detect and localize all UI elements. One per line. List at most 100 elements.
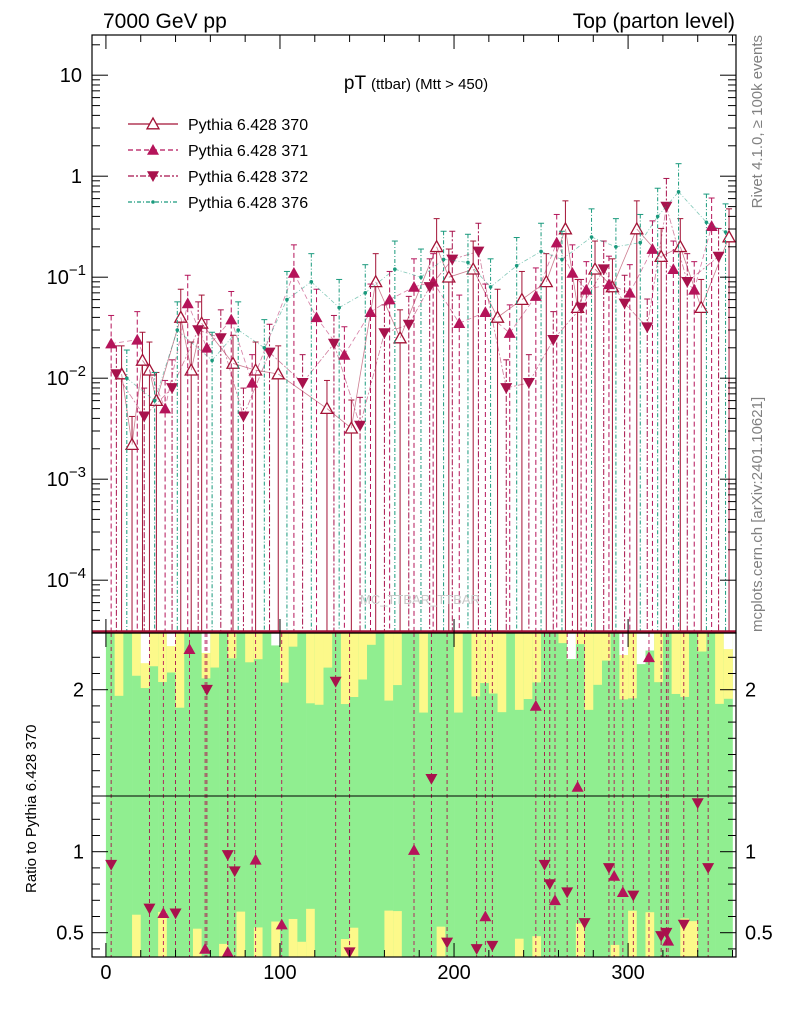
series-segment [540,251,563,260]
series-segment [436,246,450,278]
ratio-band-green [245,633,255,957]
data-point [225,356,241,369]
ratio-band-green [149,633,159,957]
series-segment [612,228,638,288]
side-text-top: Rivet 4.1.0, ≥ 100k events [749,35,766,208]
ratio-band-yellow [680,633,690,697]
ratio-band-green [367,633,377,957]
ratio-band-green [401,633,411,957]
series-segment [603,268,625,304]
ratio-point [425,774,438,785]
ratio-band-green [575,633,585,957]
ratio-band-yellow [628,633,638,699]
series-segment [478,251,507,389]
data-point [721,229,737,243]
ratio-band-green [619,633,629,957]
ratio-point [561,887,574,899]
ratio-point [548,894,561,906]
ratio-band-green [410,633,420,957]
ratio-band-green [375,633,385,957]
ratio-point [608,870,621,881]
ratio-point [529,699,542,711]
ratio-point [662,934,675,946]
ratio-point [702,863,715,874]
ratio-band-green [506,633,516,957]
ratio-band-green [340,633,350,957]
ratio-band-green [427,633,437,957]
ratio-band-gap [140,633,150,664]
series-segment [580,268,605,308]
data-point [587,261,603,275]
ratio-band-green [158,633,168,957]
ratio-band-yellow [523,633,533,700]
ratio-band-yellow [227,633,237,659]
ratio-band-yellow [532,936,542,957]
ratio-band-gap [166,633,176,647]
data-point [705,220,718,231]
ratio-band-yellow [367,633,377,645]
ratio-plot-frame [91,632,737,958]
data-point [646,243,659,254]
ratio-band-yellow [132,633,142,676]
data-point [181,297,194,309]
ratio-band-green [610,633,620,957]
data-point [723,230,728,234]
ratio-band-green [584,633,594,957]
ratio-point [143,903,156,915]
series-segment [154,329,178,401]
ratio-band-green [323,633,333,957]
data-point [152,398,157,403]
data-point [225,313,238,325]
series-segment [344,312,371,356]
y-tick-label: 10−2 [47,363,86,390]
ratio-point [486,940,499,952]
series-segment [316,317,345,356]
ratio-band-green [636,633,646,957]
ratio-band-green [514,633,524,957]
data-point [566,267,579,278]
ratio-point [408,844,420,855]
data-point [237,411,250,423]
data-point [550,236,563,248]
data-point [423,282,436,293]
ratio-band-yellow [340,633,350,705]
ratio-band-yellow [497,633,507,713]
legend-label: Pythia 6.428 376 [188,195,308,212]
legend-label: Pythia 6.428 372 [188,169,308,186]
ratio-band-green [279,633,289,957]
ratio-band-yellow [253,927,263,957]
ratio-band-green [436,633,446,957]
ratio-point [228,866,241,878]
ratio-band-gap [271,633,281,646]
axes: 0 100 200 300 10−4 10−3 10−2 10−1 1 10 0.5 0.5 1 1 2 2 [47,35,773,984]
header-right: Top (parton level) [573,10,735,33]
ratio-point [169,908,182,920]
ratio-band-yellow [575,923,585,957]
ratio-band-green [201,633,211,957]
ratio-band-yellow [297,941,307,957]
series-segment [237,329,265,349]
ratio-bands [105,633,733,957]
series-segment [143,387,173,417]
x-tick-label: 200 [437,962,470,984]
data-series [92,163,737,959]
series-segment [180,317,192,371]
ratio-band-yellow [514,633,524,710]
data-point [135,353,150,366]
ratio-band-yellow [384,633,394,701]
series-segment [629,248,653,294]
data-point [446,254,459,266]
legend-label: Pythia 6.428 370 [188,117,308,134]
series-segment [243,352,270,417]
ratio-band-green [593,633,603,957]
series-segment [693,226,713,290]
data-point [166,383,179,394]
ratio-band-yellow [114,633,124,696]
ratio-band-yellow [158,633,168,683]
ratio-band-green [123,633,133,957]
ratio-band-green [210,633,220,957]
y-tick-exponent: −3 [69,464,86,481]
data-point [364,306,377,318]
x-tick-label: 100 [263,962,296,984]
ratio-band-green [549,633,559,957]
